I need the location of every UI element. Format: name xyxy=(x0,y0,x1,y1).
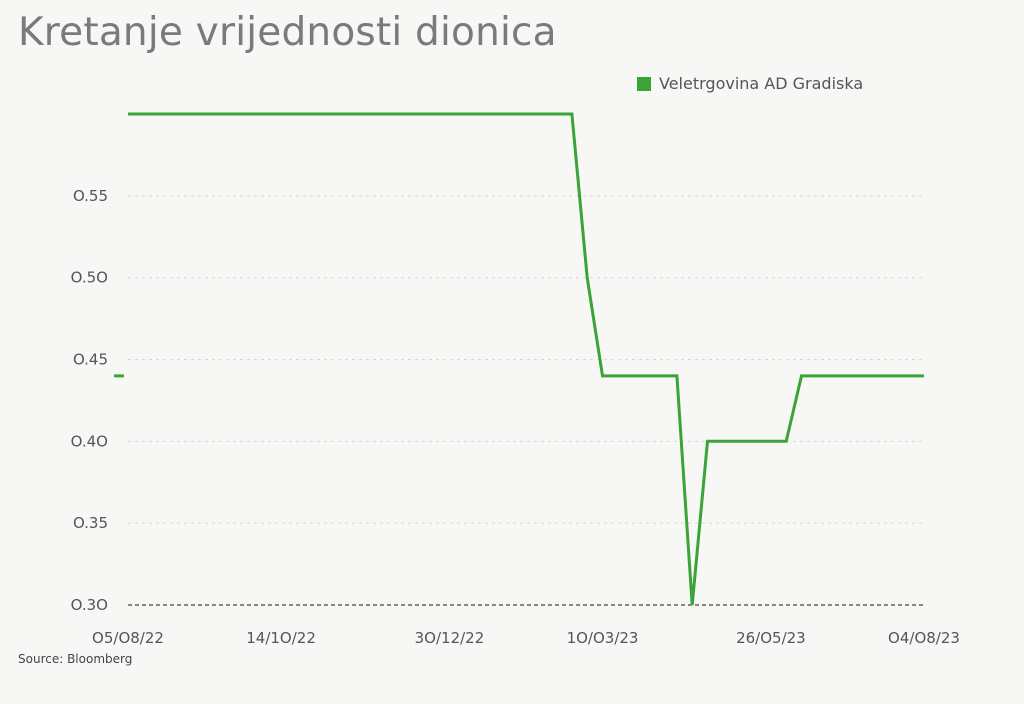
x-tick-label: 14/1O/22 xyxy=(246,629,316,647)
x-tick-label: 3O/12/22 xyxy=(415,629,485,647)
legend-swatch xyxy=(637,76,651,91)
x-tick-label: O4/O8/23 xyxy=(888,629,960,647)
x-tick-label: O5/O8/22 xyxy=(92,629,164,647)
y-tick-label: O.45 xyxy=(73,351,108,369)
y-tick-label: O.55 xyxy=(73,187,108,205)
legend: Veletrgovina AD Gradiska xyxy=(637,74,863,93)
y-tick-label: O.3O xyxy=(71,596,108,614)
y-tick-label: O.35 xyxy=(73,514,108,532)
y-tick-label: O.4O xyxy=(71,432,108,450)
x-tick-label: 1O/O3/23 xyxy=(567,629,639,647)
legend-label: Veletrgovina AD Gradiska xyxy=(659,74,864,93)
x-tick-label: 26/O5/23 xyxy=(736,629,806,647)
source-note: Source: Bloomberg xyxy=(18,652,133,666)
y-tick-label: O.5O xyxy=(71,269,108,287)
series-line xyxy=(128,112,924,606)
chart-title: Kretanje vrijednosti dionica xyxy=(18,10,557,55)
